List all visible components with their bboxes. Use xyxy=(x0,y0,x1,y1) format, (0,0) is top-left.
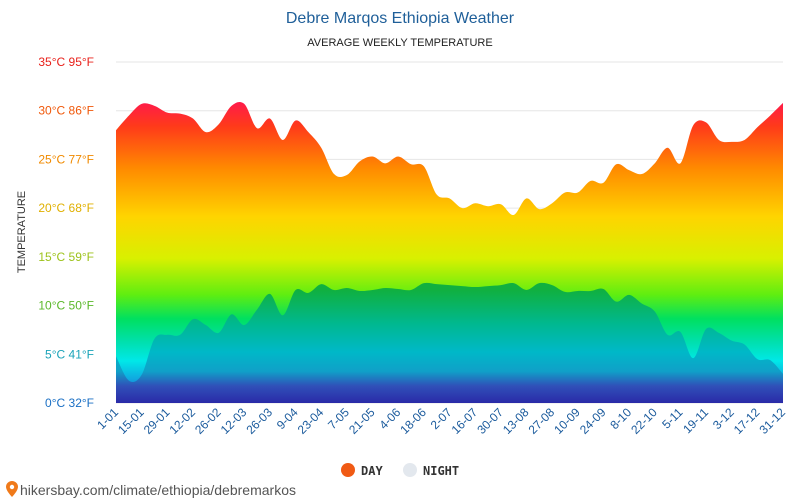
x-tick-label: 12-02 xyxy=(166,405,198,437)
legend-night-marker xyxy=(403,463,417,477)
x-tick-label: 16-07 xyxy=(449,405,481,437)
x-tick-label: 29-01 xyxy=(141,405,173,437)
legend: DAY NIGHT xyxy=(341,463,459,478)
legend-day-marker xyxy=(341,463,355,477)
y-tick-label: 35°C 95°F xyxy=(38,55,94,69)
footer[interactable]: hikersbay.com/climate/ethiopia/debremark… xyxy=(6,481,296,498)
legend-day-label: DAY xyxy=(361,464,383,478)
location-pin-dot xyxy=(9,484,15,490)
x-tick-label: 27-08 xyxy=(526,405,558,437)
y-tick-label: 30°C 86°F xyxy=(38,104,94,118)
x-tick-label: 26-02 xyxy=(192,405,224,437)
chart-title: Debre Marqos Ethiopia Weather xyxy=(286,10,515,27)
x-tick-label: 26-03 xyxy=(243,405,275,437)
y-tick-label: 20°C 68°F xyxy=(38,201,94,215)
x-tick-label: 21-05 xyxy=(346,405,378,437)
y-axis-ticks: 0°C 32°F 5°C 41°F 10°C 50°F 15°C 59°F 20°C 6… xyxy=(38,55,94,410)
legend-night-label: NIGHT xyxy=(423,464,459,478)
y-tick-label: 5°C 41°F xyxy=(45,347,94,361)
x-tick-label: 18-06 xyxy=(397,405,429,437)
x-tick-label: 22-10 xyxy=(628,405,660,437)
x-tick-label: 10-09 xyxy=(551,405,583,437)
x-tick-label: 13-08 xyxy=(500,405,532,437)
y-tick-label: 15°C 59°F xyxy=(38,250,94,264)
night-area xyxy=(116,282,783,403)
x-tick-label: 12-03 xyxy=(218,405,250,437)
x-tick-label: 24-09 xyxy=(577,405,609,437)
x-tick-label: 23-04 xyxy=(295,405,327,437)
x-tick-label: 19-11 xyxy=(680,405,711,436)
source-url[interactable]: hikersbay.com/climate/ethiopia/debremark… xyxy=(20,482,296,498)
x-tick-label: 15-01 xyxy=(115,405,147,437)
x-tick-label: 17-12 xyxy=(731,405,763,437)
y-tick-label: 10°C 50°F xyxy=(38,299,94,313)
chart-subtitle: AVERAGE WEEKLY TEMPERATURE xyxy=(307,37,492,49)
x-tick-label: 30-07 xyxy=(474,405,506,437)
x-axis-ticks: 1-0115-0129-0112-0226-0212-0326-039-0423… xyxy=(94,405,788,437)
y-tick-label: 25°C 77°F xyxy=(38,152,94,166)
y-axis-label: TEMPERATURE xyxy=(16,191,28,273)
x-tick-label: 31-12 xyxy=(757,405,789,437)
y-tick-label: 0°C 32°F xyxy=(45,396,94,410)
